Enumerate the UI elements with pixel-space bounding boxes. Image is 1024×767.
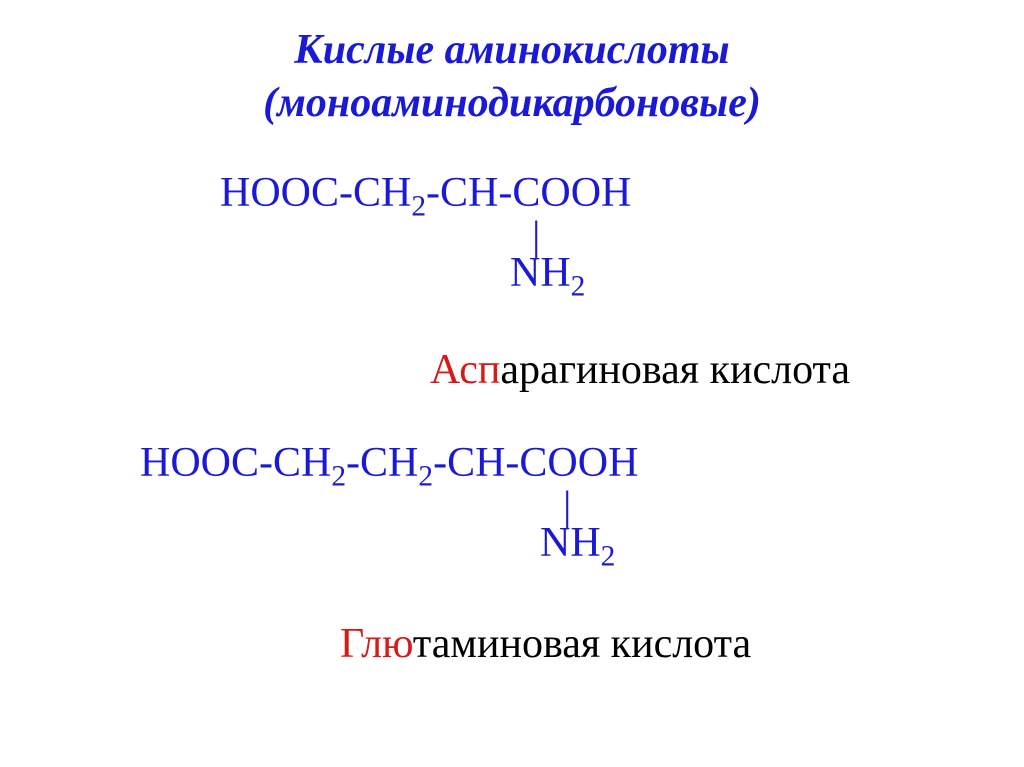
formula-subscript: 2 [418, 460, 433, 492]
formula-part: -CH-COOH [433, 440, 638, 486]
structure-glutamic-acid: HOOC-CH2-CH2-CH-COOH | NH2 [140, 440, 638, 486]
glutamic-substituent: NH2 [540, 520, 615, 566]
aspartic-substituent: NH2 [510, 250, 585, 296]
formula-part: -CH [346, 440, 418, 486]
structure-aspartic-acid: HOOC-CH2-CH-COOH | NH2 [220, 170, 631, 216]
slide-title: Кислые аминокислоты (моноаминодикарбонов… [0, 0, 1024, 129]
title-line-2: (моноаминодикарбоновые) [263, 80, 761, 126]
aspartic-acid-label: Аспарагиновая кислота [430, 346, 850, 394]
label-rest: арагиновая кислота [500, 347, 850, 393]
formula-part: HOOC-CH [220, 170, 411, 216]
formula-part: NH [540, 520, 601, 566]
glutamic-acid-label: Глютаминовая кислота [340, 620, 751, 668]
aspartic-formula-main: HOOC-CH2-CH-COOH [220, 170, 631, 216]
formula-part: NH [510, 250, 571, 296]
formula-subscript: 2 [601, 540, 616, 572]
formula-part: -CH-COOH [426, 170, 631, 216]
formula-subscript: 2 [331, 460, 346, 492]
title-line-1: Кислые аминокислоты [294, 27, 729, 73]
glutamic-formula-main: HOOC-CH2-CH2-CH-COOH [140, 440, 638, 486]
label-rest: таминовая кислота [413, 621, 751, 667]
formula-subscript: 2 [571, 270, 586, 302]
formula-subscript: 2 [411, 190, 426, 222]
label-prefix: Асп [430, 347, 500, 393]
formula-part: HOOC-CH [140, 440, 331, 486]
label-prefix: Глю [340, 621, 413, 667]
